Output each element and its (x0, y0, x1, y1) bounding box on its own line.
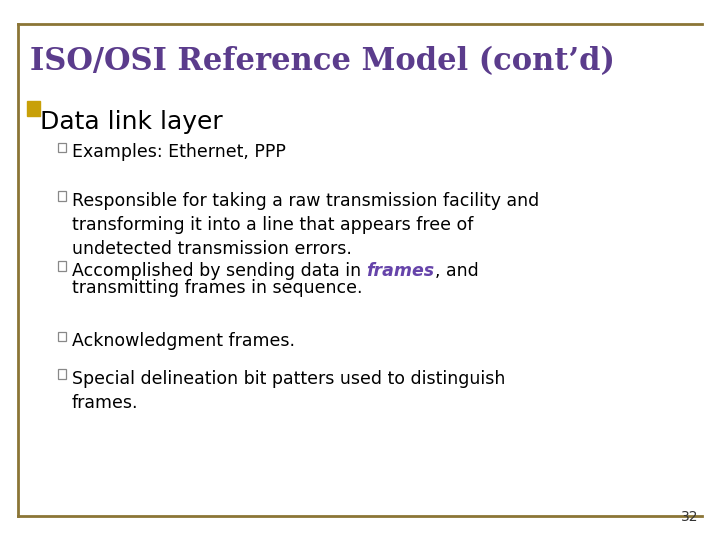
Text: transmitting frames in sequence.: transmitting frames in sequence. (72, 279, 362, 297)
Text: , and: , and (435, 262, 479, 280)
Text: Responsible for taking a raw transmission facility and
transforming it into a li: Responsible for taking a raw transmissio… (72, 192, 539, 258)
Text: ISO/OSI Reference Model (cont’d): ISO/OSI Reference Model (cont’d) (30, 46, 615, 77)
Text: Accomplished by sending data in: Accomplished by sending data in (72, 262, 366, 280)
Text: Acknowledgment frames.: Acknowledgment frames. (72, 332, 295, 350)
Text: Examples: Ethernet, PPP: Examples: Ethernet, PPP (72, 143, 286, 161)
Text: Data link layer: Data link layer (40, 110, 222, 133)
Text: 32: 32 (681, 510, 698, 524)
Text: frames: frames (366, 262, 435, 280)
Text: Special delineation bit patters used to distinguish
frames.: Special delineation bit patters used to … (72, 370, 505, 412)
